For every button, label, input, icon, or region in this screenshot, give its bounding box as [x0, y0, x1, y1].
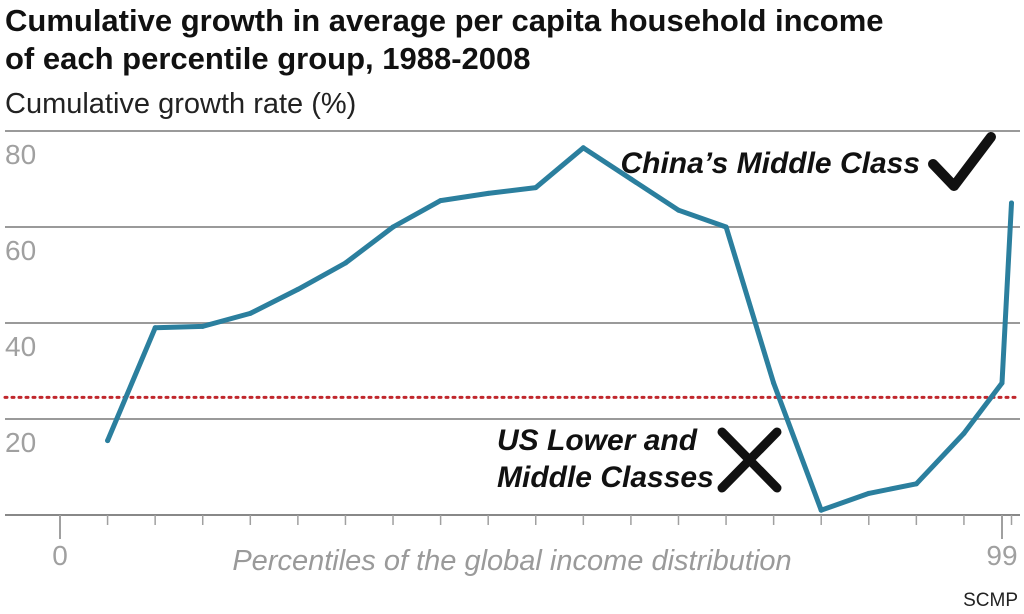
- x-tick-label-99: 99: [986, 540, 1017, 571]
- data-point-60: [628, 176, 634, 182]
- x-axis: 0 99: [5, 514, 1020, 571]
- cross-icon: [717, 427, 782, 493]
- title-line-1: Cumulative growth in average per capita …: [5, 3, 884, 38]
- y-tick-label-40: 40: [5, 331, 36, 362]
- data-point-65: [675, 207, 681, 213]
- data-point-95: [961, 430, 967, 436]
- data-point-100: [1009, 200, 1015, 206]
- china-middle-class-annotation: China’s Middle Class: [620, 147, 920, 180]
- data-point-99: [999, 380, 1005, 386]
- data-point-70: [723, 224, 729, 230]
- y-tick-label-60: 60: [5, 235, 36, 266]
- data-point-35: [390, 224, 396, 230]
- chart-title: Cumulative growth in average per capita …: [5, 2, 1005, 78]
- x-tick-label-0: 0: [52, 540, 68, 571]
- data-point-50: [533, 185, 539, 191]
- x-axis-label: Percentiles of the global income distrib…: [232, 545, 792, 577]
- data-point-5: [105, 438, 111, 444]
- data-point-40: [438, 198, 444, 204]
- data-point-55: [580, 145, 586, 151]
- us-classes-annotation-line-1: US Lower and: [497, 424, 698, 457]
- y-tick-label-80: 80: [5, 139, 36, 170]
- data-point-25: [295, 286, 301, 292]
- data-point-90: [913, 481, 919, 487]
- data-point-10: [152, 325, 158, 331]
- check-icon: [928, 132, 996, 191]
- data-point-30: [342, 260, 348, 266]
- data-point-20: [247, 310, 253, 316]
- title-line-2: of each percentile group, 1988-2008: [5, 41, 531, 76]
- y-tick-label-20: 20: [5, 427, 36, 458]
- data-point-80: [818, 507, 824, 513]
- grid-lines: 20 40 60 80: [5, 130, 1020, 458]
- us-classes-annotation-line-2: Middle Classes: [497, 461, 714, 494]
- data-point-45: [485, 190, 491, 196]
- data-point-15: [200, 323, 206, 329]
- data-point-85: [866, 490, 872, 496]
- source-credit: SCMP: [963, 590, 1018, 611]
- y-axis-label: Cumulative growth rate (%): [5, 88, 357, 120]
- data-point-75: [771, 380, 777, 386]
- series-group: [105, 145, 1015, 513]
